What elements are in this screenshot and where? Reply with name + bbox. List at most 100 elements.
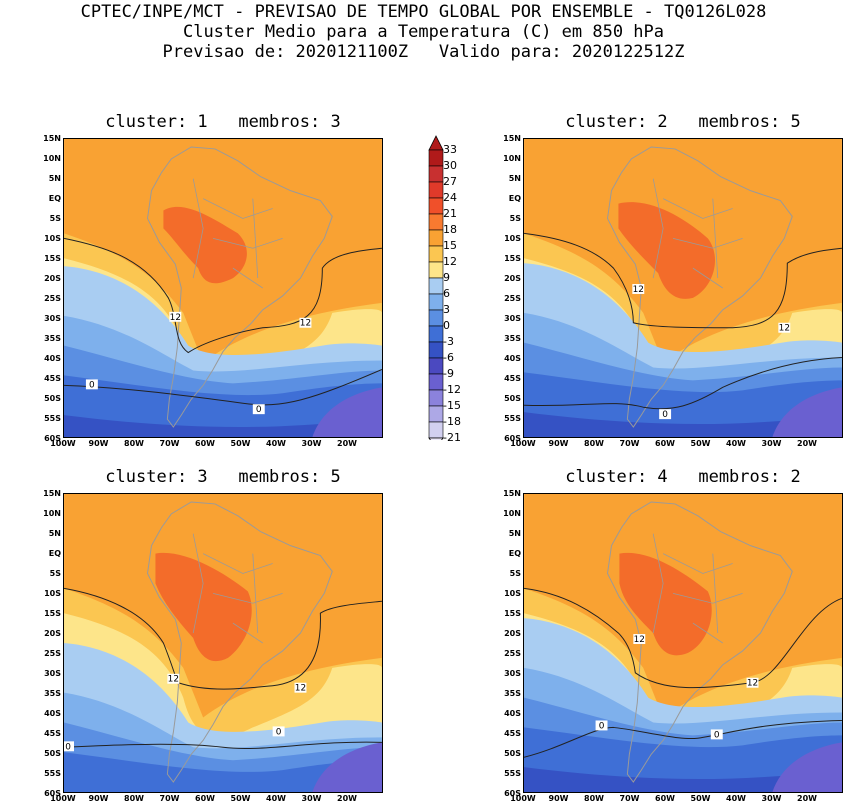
- contour-12: [524, 232, 842, 329]
- lat-tick-label: 5N: [48, 529, 61, 538]
- contour-label-text: 0: [714, 730, 720, 740]
- map-svg: 12 12 0 0: [524, 494, 842, 792]
- lat-tick-label: 15S: [44, 254, 61, 263]
- contour-label-box: [167, 673, 180, 684]
- lat-tick-label: 30S: [504, 314, 521, 323]
- lon-tick-label: 30W: [761, 439, 782, 448]
- colorbar-level-label: -15: [443, 399, 461, 412]
- contour-12: [64, 587, 382, 690]
- lat-tick-label: 5N: [48, 174, 61, 183]
- contour-label-box: [659, 409, 672, 420]
- lat-tick-label: 10S: [44, 234, 61, 243]
- lon-tick-label: 20W: [337, 794, 357, 803]
- lat-tick-label: 60S: [44, 789, 61, 798]
- lat-tick-label: 35S: [504, 334, 521, 343]
- field-purple: [312, 387, 382, 437]
- lat-tick-label: 10N: [43, 154, 61, 163]
- lat-tick-label: 50S: [504, 749, 521, 758]
- colorbar-level-label: 21: [443, 207, 457, 220]
- colorbar-swatch: [428, 389, 444, 407]
- contour-label: 0: [272, 726, 285, 737]
- lat-tick-label: 20S: [44, 274, 61, 283]
- lat-tick-label: 60S: [504, 789, 521, 798]
- lat-tick-label: 5S: [509, 569, 521, 578]
- contour-label-box: [632, 284, 645, 294]
- contour-label-box: [746, 677, 759, 688]
- lat-tick-label: 35S: [44, 689, 61, 698]
- colorbar-level-label: 6: [443, 287, 450, 300]
- lat-tick-label: 40S: [44, 709, 61, 718]
- continent-outline: [606, 146, 793, 428]
- field-purple: [772, 387, 842, 437]
- lat-tick-label: 35S: [504, 689, 521, 698]
- contour-label: 12: [169, 311, 182, 323]
- contour-0: [64, 741, 382, 750]
- contour-label: 0: [659, 409, 672, 420]
- lat-tick-label: 45S: [504, 729, 521, 738]
- country-borders: [652, 178, 743, 289]
- colorbar-swatch: [428, 421, 444, 439]
- contour-label-text: 12: [747, 679, 758, 689]
- lon-tick-label: 40W: [266, 794, 286, 803]
- colorbar-level-label: -9: [443, 367, 454, 380]
- contour-label-box: [778, 322, 791, 333]
- contour-12: [524, 587, 842, 689]
- lat-tick-label: 10N: [503, 154, 521, 163]
- lat-tick-label: 45S: [44, 374, 61, 383]
- lat-tick-label: 30S: [44, 314, 61, 323]
- contour-0: [524, 719, 842, 758]
- lat-tick-label: 10S: [44, 589, 61, 598]
- lat-tick-label: 15S: [44, 609, 61, 618]
- field-hot-core: [155, 552, 252, 662]
- lat-tick-label: 10S: [504, 589, 521, 598]
- lon-tick-label: 60W: [195, 439, 215, 448]
- lon-tick-label: 70W: [159, 794, 180, 803]
- lon-tick-label: 40W: [726, 439, 746, 448]
- lat-tick-label: 25S: [44, 649, 61, 658]
- colorbar-swatch: [428, 309, 444, 327]
- map-panel-cluster-1: 12 12 0 0: [63, 138, 383, 438]
- lon-tick-label: 100W: [510, 439, 536, 448]
- lon-tick-label: 60W: [655, 794, 675, 803]
- colorbar-level-label: -3: [443, 335, 454, 348]
- field-navy: [524, 412, 842, 437]
- lat-tick-label: 15N: [43, 134, 61, 143]
- colorbar-swatch: [428, 149, 444, 167]
- colorbar-swatch: [428, 229, 444, 247]
- contour-label-box: [294, 682, 307, 693]
- lat-tick-label: 25S: [504, 294, 521, 303]
- contour-label-text: 12: [779, 324, 790, 334]
- lat-tick-label: 55S: [504, 769, 521, 778]
- continent-outline: [146, 146, 333, 428]
- contour-label: 0: [252, 404, 265, 415]
- field-blue-dark: [64, 752, 382, 792]
- lon-tick-label: 70W: [619, 439, 640, 448]
- contour-label-box: [169, 311, 182, 322]
- contour-label-text: 12: [170, 313, 181, 323]
- field-purple: [312, 742, 382, 792]
- contour-label-box: [710, 729, 723, 740]
- lat-tick-label: 50S: [44, 394, 61, 403]
- lon-tick-label: 90W: [548, 794, 569, 803]
- lat-tick-label: 50S: [504, 394, 521, 403]
- lat-tick-label: 50S: [44, 749, 61, 758]
- colorbar-level-label: -21: [443, 431, 461, 444]
- lon-tick-label: 70W: [159, 439, 180, 448]
- lat-tick-label: 55S: [504, 414, 521, 423]
- colorbar-swatch: [428, 325, 444, 343]
- contour-label-box: [299, 317, 312, 328]
- lat-tick-label: 5S: [509, 214, 521, 223]
- country-borders: [192, 178, 283, 289]
- lat-tick-label: EQ: [48, 549, 61, 558]
- lon-tick-label: 80W: [584, 794, 604, 803]
- colorbar: [426, 134, 446, 449]
- lon-tick-label: 90W: [88, 794, 109, 803]
- contour-label-box: [252, 404, 265, 415]
- field-navy: [64, 415, 382, 437]
- contour-label-text: 0: [65, 742, 71, 752]
- main-title: CPTEC/INPE/MCT - PREVISAO DE TEMPO GLOBA…: [80, 2, 767, 22]
- lat-tick-label: 10N: [503, 509, 521, 518]
- lat-tick-label: 55S: [44, 414, 61, 423]
- lon-tick-label: 30W: [301, 439, 322, 448]
- contour-label-box: [595, 720, 608, 731]
